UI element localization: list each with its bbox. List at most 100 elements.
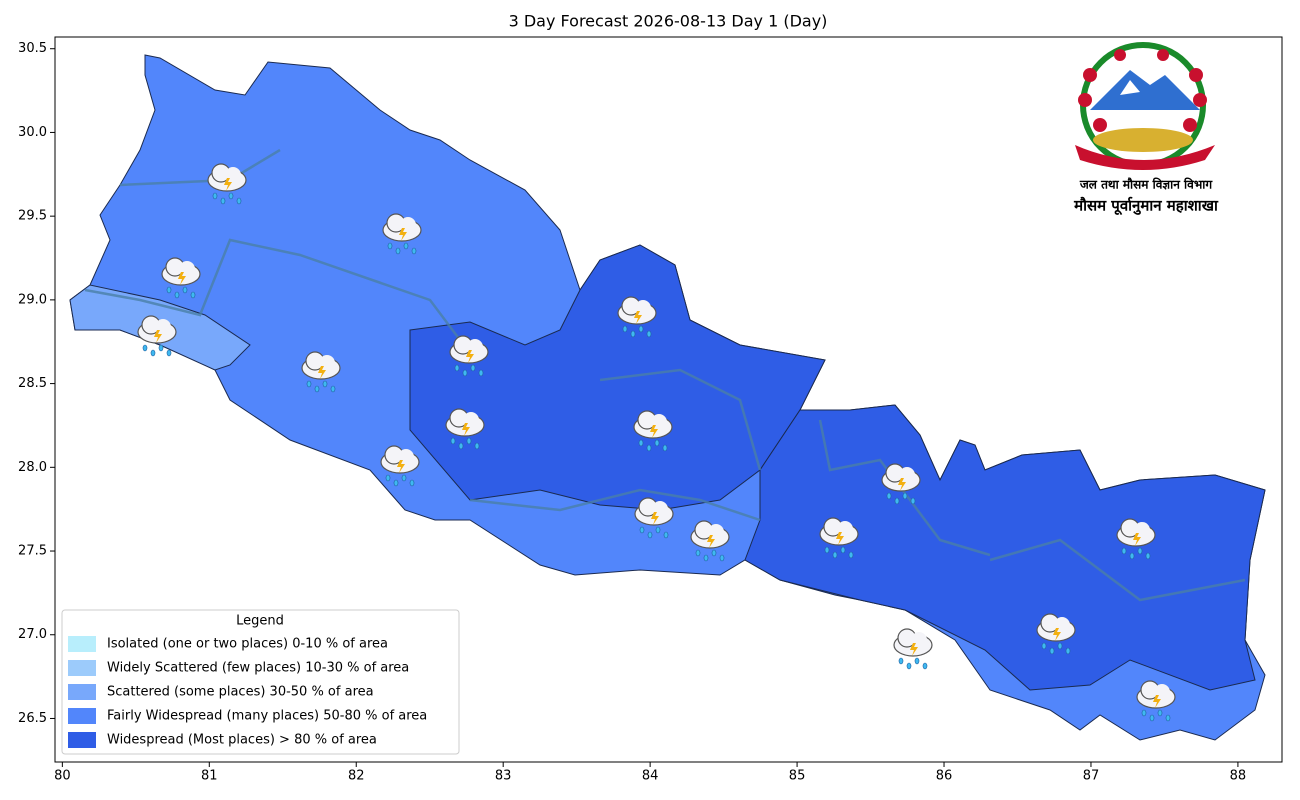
weather-icon (1036, 613, 1076, 655)
raindrop (474, 442, 480, 450)
title: 3 Day Forecast 2026-08-13 Day 1 (Day) (509, 12, 828, 31)
raindrop (622, 325, 628, 333)
province-boundary (599, 368, 762, 471)
lightning (707, 535, 715, 548)
raindrop (638, 439, 644, 447)
raindrop (1137, 547, 1143, 555)
raindrop (212, 192, 218, 200)
raindrop (1157, 709, 1163, 717)
raindrop (1149, 714, 1155, 722)
department-name: जल तथा मौसम विज्ञान विभाग (1079, 178, 1214, 192)
y-tick-label: 30.5 (18, 41, 47, 56)
lightning (650, 425, 658, 438)
raindrop (1121, 547, 1127, 555)
raindrop (840, 546, 846, 554)
raindrop (470, 364, 476, 372)
legend-label: Widely Scattered (few places) 10-30 % of… (107, 661, 409, 676)
raindrop (663, 531, 669, 539)
raindrop (466, 437, 472, 445)
y-tick-label: 28.5 (18, 376, 47, 391)
province-boundary (84, 238, 461, 341)
raindrop (902, 492, 908, 500)
raindrop (1041, 642, 1047, 650)
y-tick-label: 30.0 (18, 125, 47, 140)
weather-icon (445, 408, 485, 450)
raindrop (1129, 552, 1135, 560)
province-boundary (989, 538, 1246, 602)
raindrop (914, 657, 920, 665)
weather-icon (634, 497, 674, 539)
raindrop (703, 554, 709, 562)
raindrop (894, 497, 900, 505)
legend-label: Fairly Widespread (many places) 50-80 % … (107, 709, 427, 724)
weather-icon (617, 296, 657, 338)
raindrop (922, 662, 928, 670)
x-tick-label: 82 (348, 769, 365, 784)
raindrop (654, 439, 660, 447)
legend: Legend Isolated (one or two places) 0-10… (61, 609, 460, 755)
lightning (836, 532, 844, 545)
raindrop (910, 497, 916, 505)
raindrop (458, 442, 464, 450)
raindrop (1065, 647, 1071, 655)
raindrop (190, 291, 196, 299)
raindrop (832, 551, 838, 559)
lightning (634, 311, 642, 324)
legend-swatch (68, 732, 96, 748)
y-tick-label: 28.0 (18, 460, 47, 475)
raindrop (322, 380, 328, 388)
raindrop (646, 444, 652, 452)
legend-label: Isolated (one or two places) 0-10 % of a… (107, 637, 388, 652)
weather-icon (161, 257, 201, 299)
weather-icons (137, 163, 1176, 722)
legend-swatch (68, 708, 96, 724)
legend-swatch (68, 636, 96, 652)
raindrop (1165, 714, 1171, 722)
lightning (910, 643, 918, 656)
raindrop (228, 192, 234, 200)
lightning (466, 350, 474, 363)
lightning (898, 478, 906, 491)
province-boundary (469, 488, 761, 522)
raindrop (848, 551, 854, 559)
raindrop (166, 349, 172, 357)
raindrop (638, 325, 644, 333)
y-tick-label: 29.5 (18, 209, 47, 224)
raindrop (330, 385, 336, 393)
weather-icon (449, 335, 489, 377)
x-tick-label: 86 (936, 769, 953, 784)
raindrop (630, 330, 636, 338)
raindrop (150, 349, 156, 357)
weather-icon (881, 463, 921, 505)
x-tick-label: 80 (54, 769, 71, 784)
lightning (154, 330, 162, 343)
raindrop (639, 526, 645, 534)
raindrop (306, 380, 312, 388)
x-tick-label: 84 (642, 769, 659, 784)
raindrop (662, 444, 668, 452)
raindrop (824, 546, 830, 554)
legend-label: Widespread (Most places) > 80 % of area (107, 733, 377, 748)
raindrop (886, 492, 892, 500)
y-tick-label: 27.5 (18, 544, 47, 559)
raindrop (478, 369, 484, 377)
raindrop (1141, 709, 1147, 717)
raindrop (1145, 552, 1151, 560)
lightning (1133, 533, 1141, 546)
weather-icon (633, 410, 673, 452)
weather-icon (819, 517, 859, 559)
weather-icon (690, 520, 730, 562)
x-tick-label: 81 (201, 769, 218, 784)
region-widespread (744, 404, 1266, 691)
raindrop (411, 247, 417, 255)
raindrop (220, 197, 226, 205)
raindrop (395, 247, 401, 255)
raindrop (142, 344, 148, 352)
x-tick-label: 85 (789, 769, 806, 784)
raindrop (393, 479, 399, 487)
lightning (651, 512, 659, 525)
map (69, 54, 1266, 741)
raindrop (711, 549, 717, 557)
raindrop (462, 369, 468, 377)
